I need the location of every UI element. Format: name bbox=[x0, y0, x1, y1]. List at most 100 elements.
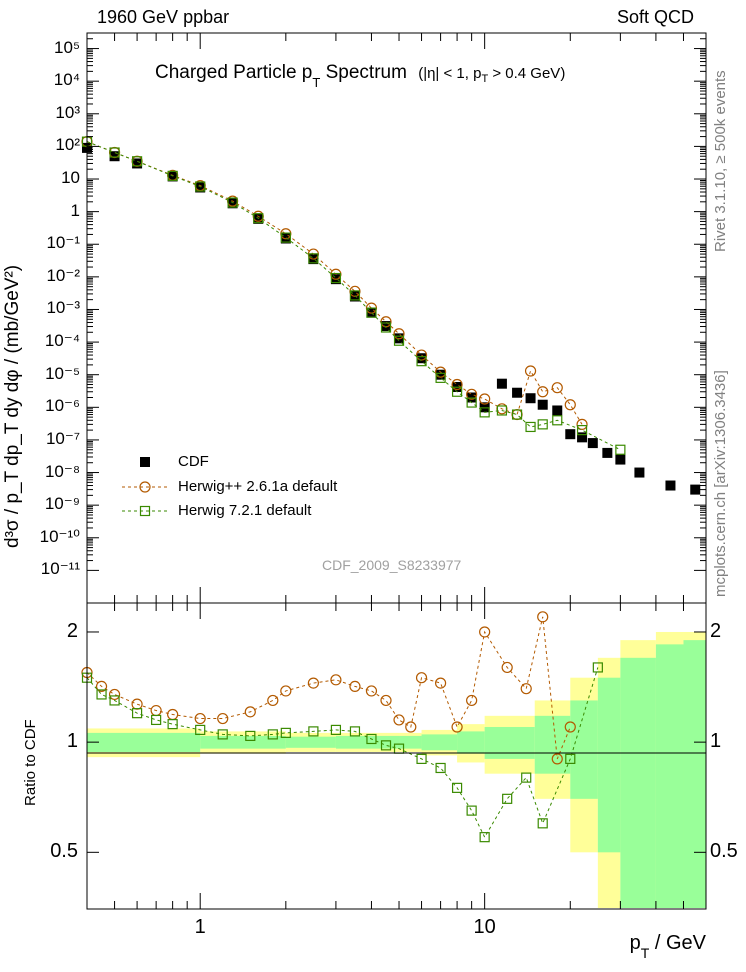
ratio-plot-series bbox=[81, 611, 603, 843]
band-inner-bin bbox=[484, 726, 535, 759]
y-tick-label: 10⁻⁵ bbox=[45, 363, 80, 383]
legend-markers bbox=[122, 457, 168, 517]
ratio-point bbox=[330, 724, 342, 736]
ratio-point bbox=[167, 719, 178, 730]
ratio-point bbox=[551, 753, 563, 765]
data-point bbox=[524, 365, 537, 377]
band-inner-bin bbox=[335, 735, 372, 749]
ratio-point bbox=[151, 714, 162, 726]
y-tick-label: 10⁻¹⁰ bbox=[39, 526, 80, 546]
band-inner-bin bbox=[597, 677, 621, 853]
data-point bbox=[109, 151, 120, 162]
legend-marker bbox=[139, 505, 151, 517]
y-tick-label: 10⁻¹ bbox=[46, 233, 80, 253]
y-tick-label: 10⁻⁶ bbox=[45, 396, 80, 416]
ratio-point bbox=[479, 832, 490, 843]
chart-cuts: (|η| < 1, pT > 0.4 GeV) bbox=[418, 65, 565, 85]
legend-herwig7-label: Herwig 7.2.1 default bbox=[178, 502, 312, 519]
ratio-y-tick-label: 2 bbox=[66, 619, 78, 642]
data-point bbox=[435, 372, 446, 383]
data-point bbox=[511, 409, 523, 420]
data-point bbox=[416, 356, 427, 367]
data-point bbox=[587, 438, 598, 449]
ratio-point bbox=[537, 818, 548, 829]
chart-title-main: Charged Particle p bbox=[155, 62, 313, 83]
data-point bbox=[576, 425, 588, 436]
ratio-point bbox=[479, 626, 491, 638]
ratio-point bbox=[194, 712, 206, 725]
x-axis-label: pT / GeV bbox=[630, 932, 706, 961]
band-inner-bin bbox=[570, 700, 598, 799]
data-point bbox=[380, 322, 392, 333]
band-inner-bin bbox=[285, 736, 336, 748]
data-point bbox=[280, 232, 291, 243]
ratio-point bbox=[349, 680, 361, 693]
band-inner-bin bbox=[457, 731, 485, 754]
y-tick-label: 10⁻³ bbox=[46, 298, 80, 318]
y-tick-label: 10³ bbox=[55, 102, 80, 122]
y-tick-label: 10⁴ bbox=[53, 70, 80, 90]
x-axis-label-sub: T bbox=[640, 945, 650, 961]
process-label: Soft QCD bbox=[616, 7, 694, 27]
series-2 bbox=[81, 136, 626, 455]
ratio-point bbox=[131, 698, 143, 710]
ratio-point bbox=[564, 721, 576, 733]
ratio-series-1 bbox=[81, 662, 603, 843]
data-point bbox=[615, 454, 626, 465]
data-point bbox=[195, 181, 206, 192]
data-point bbox=[512, 387, 523, 398]
ratio-point bbox=[245, 730, 256, 742]
series-line bbox=[86, 141, 621, 451]
y-tick-label: 10⁵ bbox=[54, 37, 80, 57]
data-point bbox=[434, 366, 447, 378]
ratio-point bbox=[366, 733, 377, 745]
y-tick-label: 10⁻⁴ bbox=[44, 331, 80, 351]
ratio-uncertainty-band bbox=[87, 631, 706, 908]
ratio-point bbox=[435, 762, 446, 774]
legend-marker bbox=[140, 457, 150, 467]
legend-herwigpp-label: Herwig++ 2.6.1a default bbox=[178, 478, 338, 495]
y-tick-label: 10⁻² bbox=[46, 265, 80, 285]
band-inner-bin bbox=[421, 734, 458, 751]
data-point bbox=[602, 447, 613, 458]
mcplots-label: mcplots.cern.ch [arXiv:1306.3436] bbox=[712, 370, 729, 597]
data-point bbox=[416, 353, 427, 364]
ratio-y-tick-label: 0.5 bbox=[50, 840, 78, 863]
legend-cdf-label: CDF bbox=[178, 453, 209, 470]
axis-ticks bbox=[86, 33, 707, 909]
legend-marker bbox=[139, 481, 151, 493]
data-point bbox=[253, 213, 264, 224]
ratio-y-tick-label: 1 bbox=[66, 730, 78, 753]
ratio-point bbox=[537, 611, 549, 623]
ratio-series-0 bbox=[81, 611, 576, 765]
data-point bbox=[537, 419, 548, 430]
ratio-point bbox=[330, 674, 342, 686]
cuts-a: (|η| < 1, p bbox=[418, 65, 482, 82]
y-tick-label: 10⁻⁹ bbox=[44, 494, 80, 514]
ratio-plot-frame bbox=[86, 602, 707, 910]
ratio-point bbox=[501, 661, 513, 674]
data-point bbox=[525, 393, 536, 404]
band-inner-bin bbox=[399, 735, 422, 749]
cuts-sub: T bbox=[481, 73, 489, 85]
data-point bbox=[537, 399, 548, 410]
band-inner-bin bbox=[655, 644, 684, 908]
data-point bbox=[349, 290, 361, 301]
ratio-point bbox=[592, 662, 603, 673]
ratio-point bbox=[195, 724, 206, 736]
ratio-point bbox=[380, 740, 392, 751]
data-point bbox=[479, 393, 491, 405]
data-point bbox=[381, 321, 392, 332]
y-tick-label: 10⁻⁸ bbox=[44, 461, 80, 481]
energy-label: 1960 GeV ppbar bbox=[97, 7, 230, 27]
data-point bbox=[167, 170, 178, 181]
data-point bbox=[564, 399, 576, 411]
x-tick-label: 10 bbox=[473, 916, 496, 938]
series-line bbox=[86, 141, 583, 425]
ratio-point bbox=[451, 782, 463, 793]
data-point bbox=[537, 386, 549, 398]
ratio-point bbox=[380, 694, 392, 707]
ratio-point bbox=[466, 694, 478, 707]
band-inner-bin bbox=[620, 657, 656, 908]
y-tick-label: 1 bbox=[70, 200, 80, 220]
